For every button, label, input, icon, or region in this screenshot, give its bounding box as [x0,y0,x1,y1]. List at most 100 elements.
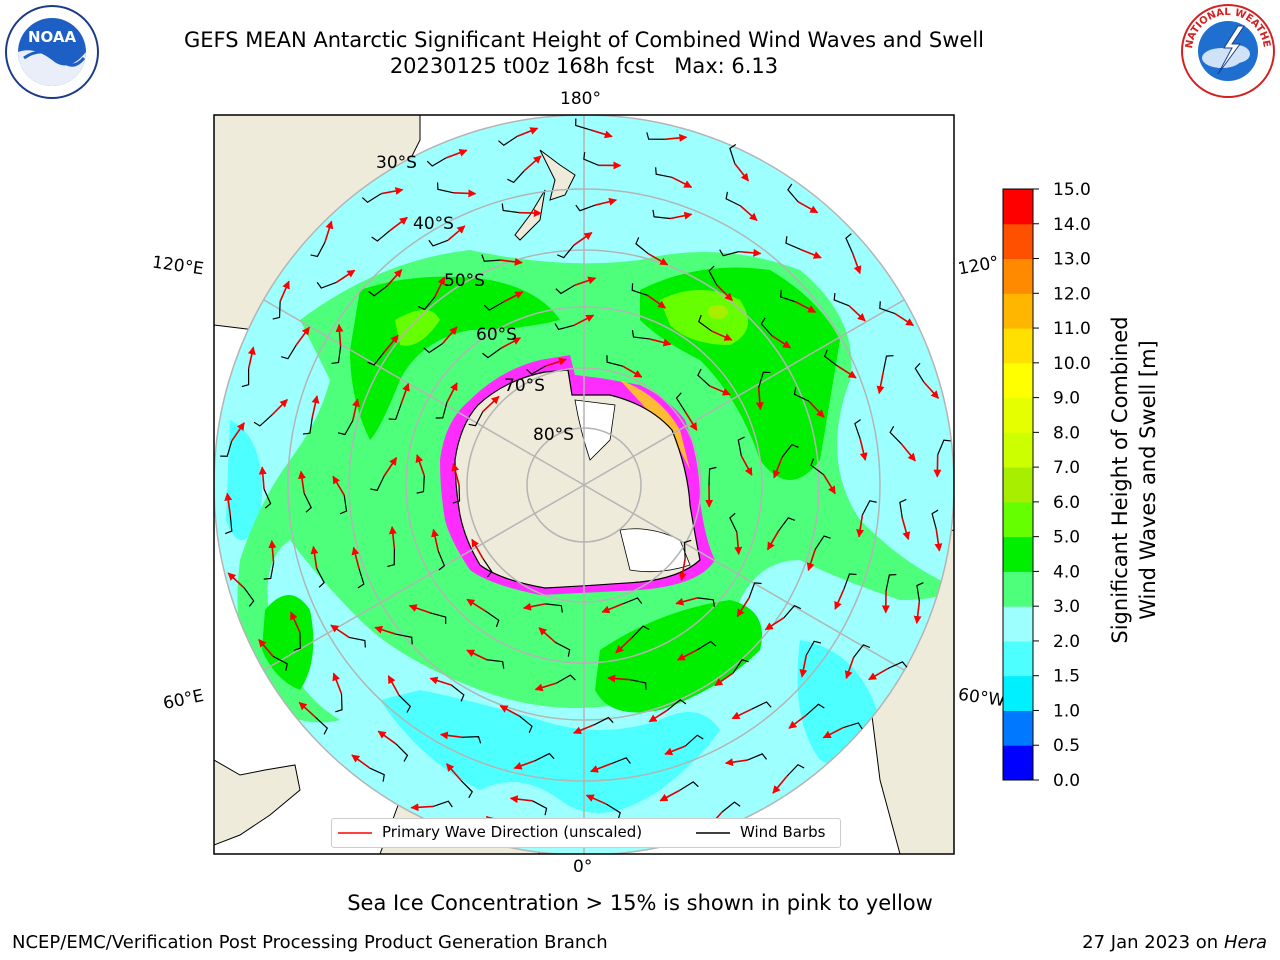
wind-barb [349,636,366,648]
wave-direction-arrow [684,411,698,431]
wind-barb [430,612,447,625]
wind-barb [395,633,413,645]
wind-barb [388,404,402,421]
wave-direction-arrow [518,209,542,218]
wave-direction-arrow [324,220,334,243]
wave-direction-arrow [482,395,500,413]
wind-barb [418,296,436,311]
wave-direction-arrow [837,365,857,379]
wind-barb [783,604,802,619]
wind-barb [593,716,614,726]
wind-barb [629,679,647,690]
wind-barb [452,484,461,504]
wave-direction-arrow [310,545,319,569]
wave-direction-arrow [351,754,371,769]
colorbar-band [1003,397,1033,433]
colorbar-band [1003,258,1033,294]
wind-barb [361,193,382,204]
lat-label-80s: 80°S [533,425,574,445]
wind-barb [899,498,907,519]
wind-barb [575,118,592,131]
wave-direction-arrow [601,603,623,614]
wind-barb [781,443,799,458]
wave-band-5-6-b [395,310,440,346]
wind-barb [387,548,396,568]
wind-barb [293,632,301,651]
footer-date-text: 27 Jan 2023 on [1082,932,1219,953]
lon-label-180: 180° [560,89,601,109]
wave-direction-arrow [788,714,808,729]
colorbar-band [1003,710,1033,746]
wind-barb [545,603,563,613]
wave-direction-arrow [648,253,669,266]
wind-barb [697,368,711,387]
wave-direction-arrow [607,674,630,683]
wave-direction-arrow [900,443,916,462]
wave-direction-arrow [808,400,825,418]
wave-direction-arrow [901,517,911,541]
colorbar-band [1003,675,1033,711]
wind-barb [708,466,717,486]
wave-direction-arrow [466,598,487,612]
wind-barb [575,204,596,212]
colorbar-tick-label: 13.0 [1053,250,1091,270]
wave-direction-arrow [574,276,597,286]
wave-direction-arrow [771,335,792,349]
colorbar: 0.0 0.5 1.0 1.5 2.0 3.0 4.0 5.0 6.0 7.0 8.0 9.0 10.0… [1002,180,1091,790]
wave-direction-arrow [446,382,458,403]
wave-direction-arrow [499,705,520,717]
wind-barb [398,694,412,713]
wave-band-4-5-d [262,595,314,690]
wave-direction-arrow [740,455,753,476]
wind-barb [337,420,354,436]
wind-barb [611,757,631,765]
wind-barb [889,426,902,445]
wind-barb [937,439,951,456]
wind-barb [303,492,312,513]
wind-barb [583,152,599,166]
wave-direction-arrow [268,539,277,563]
wind-barb [737,436,745,456]
wave-direction-arrow [335,269,356,284]
lat-label-30s: 30°S [376,153,417,173]
wave-direction-arrow [224,492,233,516]
wind-barb [708,265,718,286]
wave-direction-arrow [258,639,274,657]
wind-barb [787,183,799,203]
wind-barb [814,535,831,550]
wind-barb [931,509,939,530]
footer-date: 27 Jan 2023 on Hera [1082,932,1267,953]
wave-direction-arrow [731,708,753,720]
wave-direction-arrow [664,745,686,756]
wave-direction-arrow [678,558,687,581]
wind-barb [220,440,233,457]
wave-direction-arrow [500,337,522,349]
wave-direction-arrow [755,387,764,411]
wind-barb [721,801,741,813]
wave-direction-arrow [330,624,350,639]
wave-direction-arrow [848,305,866,322]
colorbar-band [1003,362,1033,399]
wind-barb [843,573,857,590]
wind-barb [554,323,575,331]
wind-barb [433,800,453,808]
wind-barb [606,803,621,820]
colorbar-band [1003,606,1033,642]
wind-barb [485,610,500,628]
wind-barb [646,132,665,140]
colorbar-band [1003,745,1033,781]
wind-barb [780,289,797,303]
wind-barb [760,317,773,337]
lat-label-60s: 60°S [476,325,517,345]
wind-barb [339,495,348,515]
wave-direction-arrow [466,649,488,661]
wind-barb [526,365,546,375]
wave-direction-arrow [834,588,845,610]
wind-barb [253,414,273,427]
wind-barb [806,703,825,716]
colorbar-tick-label: 0.5 [1053,736,1080,756]
wind-barb [367,351,385,366]
wind-barb [697,597,715,607]
wave-direction-arrow [352,398,360,421]
